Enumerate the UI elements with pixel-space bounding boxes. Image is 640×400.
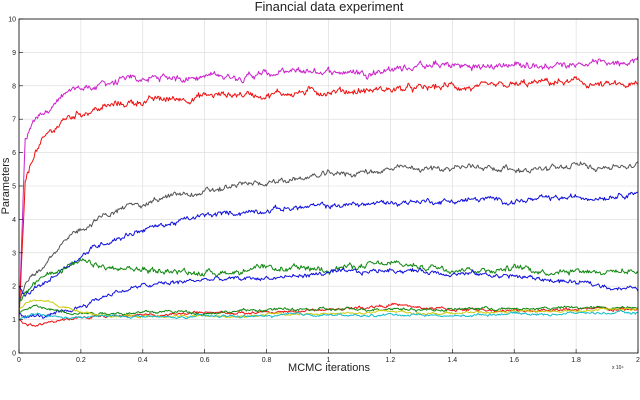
x-tick-label: 0 xyxy=(17,357,21,364)
y-tick-label: 10 xyxy=(8,17,16,24)
y-tick-label: 5 xyxy=(12,184,16,191)
series-line-10 xyxy=(18,309,639,321)
x-tick-label: 1.2 xyxy=(386,357,396,364)
y-tick-label: 0 xyxy=(12,351,16,358)
x-tick-label: 0.4 xyxy=(138,357,148,364)
series-group xyxy=(18,56,639,327)
y-tick-label: 6 xyxy=(12,150,16,157)
y-tick-label: 3 xyxy=(12,250,16,257)
y-tick-label: 2 xyxy=(12,284,16,291)
y-tick-label: 4 xyxy=(12,217,16,224)
x-tick-label: 1 xyxy=(327,357,331,364)
x-tick-label: 0.2 xyxy=(76,357,86,364)
series-line-2 xyxy=(18,76,639,320)
y-axis-label: Parameters xyxy=(0,157,12,214)
chart-title: Financial data experiment xyxy=(255,0,404,14)
x-tick-label: 2 xyxy=(636,357,640,364)
x-tick-label: 0.6 xyxy=(200,357,210,364)
series-line-4 xyxy=(18,191,639,297)
series-line-3 xyxy=(18,161,639,304)
y-tick-label: 8 xyxy=(12,83,16,90)
axis-ticks: 0 0.2 0.4 0.6 0.8 1 1.2 1.4 1.6 1.8 2 0 1 2 3 4 5 6 7 8 9 10 xyxy=(8,17,640,365)
y-tick-label: 7 xyxy=(12,117,16,124)
x-exponent-label: x 10⁴ xyxy=(612,365,624,371)
x-tick-label: 0.8 xyxy=(262,357,272,364)
y-tick-label: 1 xyxy=(12,317,16,324)
series-line-1 xyxy=(18,56,639,320)
x-tick-label: 1.6 xyxy=(509,357,519,364)
y-tick-label: 9 xyxy=(12,50,16,57)
series-line-8 xyxy=(18,304,639,317)
series-line-6 xyxy=(18,267,639,319)
x-axis-label: MCMC iterations xyxy=(288,362,370,374)
x-tick-label: 1.4 xyxy=(447,357,457,364)
x-tick-label: 1.8 xyxy=(571,357,581,364)
